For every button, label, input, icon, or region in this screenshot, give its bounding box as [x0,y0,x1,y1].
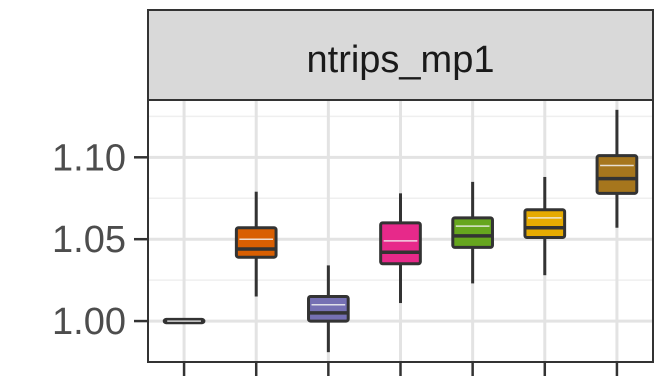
facet-strip [147,9,654,101]
box-body [307,295,350,323]
box-body [379,221,422,266]
box-1 [162,317,206,325]
box-7 [595,109,639,228]
grid-lines [148,100,653,362]
axes: 1.00 1.05 1.10 [52,137,619,376]
box-body [451,216,494,249]
boxes [162,109,639,353]
box-body [595,154,639,195]
box-5 [451,181,494,284]
box-4 [379,193,422,304]
box-body [523,208,567,240]
box-body [234,226,278,259]
y-tick-label: 1.10 [52,137,126,179]
box-6 [523,176,567,276]
y-tick-label: 1.00 [52,301,126,343]
facet-label: ntrips_mp1 [307,39,495,81]
y-tick-label: 1.05 [52,219,126,261]
box-3 [307,265,350,353]
box-2 [234,191,278,297]
